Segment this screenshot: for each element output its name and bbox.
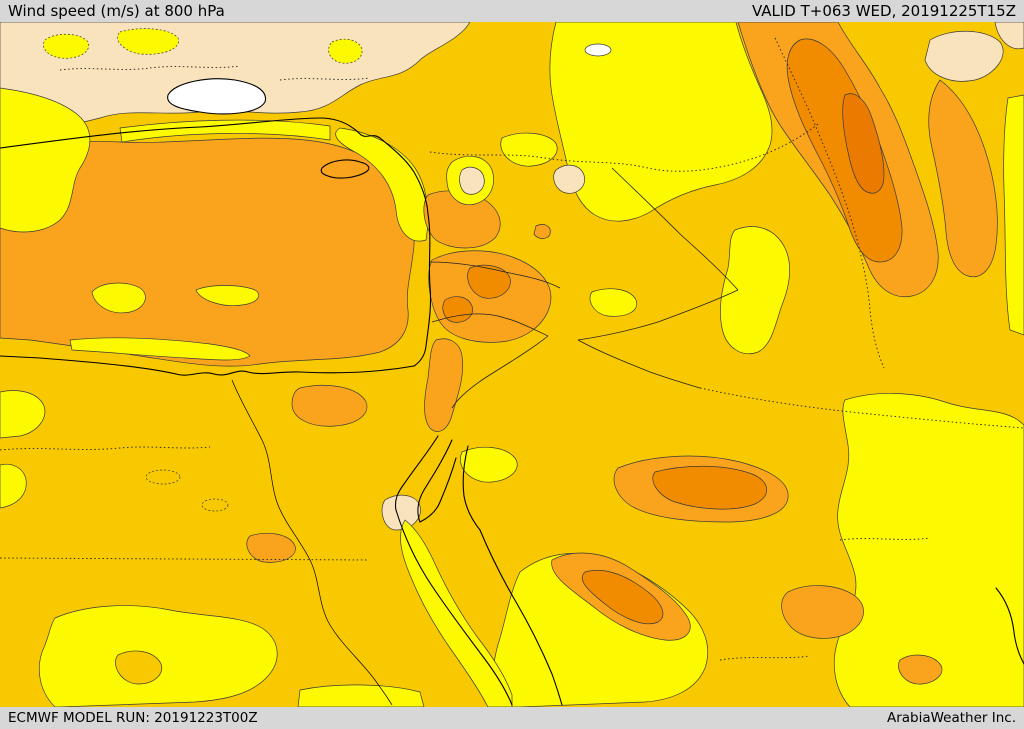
- country-border: [577, 339, 701, 389]
- wind-speed-fill-contours: [0, 22, 1024, 707]
- country-border: [699, 387, 1024, 429]
- title-bar: Wind speed (m/s) at 800 hPa VALID T+063 …: [0, 0, 1024, 22]
- wind-contour-region: [467, 264, 511, 299]
- country-border: [429, 123, 819, 172]
- coastline-egypt-north: [0, 355, 415, 376]
- country-borders: [0, 37, 1024, 661]
- wind-contour-region: [1003, 94, 1024, 336]
- country-border: [59, 65, 241, 71]
- wind-contour-region: [898, 654, 943, 685]
- wind-contour-region: [533, 224, 551, 239]
- coastline-levant: [413, 213, 432, 367]
- coastline-sinai-tip: [419, 457, 457, 523]
- country-border: [719, 655, 811, 661]
- coastline-cyprus: [320, 159, 370, 179]
- wind-contour-region: [117, 28, 179, 55]
- wind-contour-region: [0, 463, 27, 509]
- country-border: [429, 261, 561, 289]
- coastline-red-sea-west: [395, 509, 513, 706]
- wind-contour-region: [424, 338, 464, 432]
- wind-contour-region: [201, 498, 229, 512]
- country-border: [611, 167, 739, 291]
- wind-contour-region: [720, 226, 791, 354]
- wind-contour-region: [781, 585, 864, 639]
- attribution-label: ArabiaWeather Inc.: [886, 710, 1016, 726]
- coastline-suez-gulf-east: [417, 439, 453, 523]
- footer-bar: ECMWF MODEL RUN: 20191223T00Z ArabiaWeat…: [0, 707, 1024, 729]
- wind-contour-region: [115, 650, 162, 685]
- country-border: [0, 446, 211, 451]
- coastline-turkey-south: [0, 117, 429, 215]
- wind-contour-region: [400, 519, 513, 707]
- wind-contour-region: [91, 282, 146, 314]
- country-border: [839, 537, 931, 541]
- wind-contour-region: [459, 166, 485, 195]
- wind-contour-region: [928, 79, 998, 278]
- wind-contour-region: [335, 127, 429, 242]
- wind-contour-region: [581, 569, 664, 625]
- wind-contour-region: [0, 137, 415, 367]
- country-border: [577, 289, 739, 341]
- wind-contour-region: [119, 119, 331, 143]
- wind-contour-region: [786, 38, 903, 263]
- wind-contour-region: [589, 288, 638, 317]
- wind-contour-region: [549, 22, 773, 222]
- country-border: [279, 77, 371, 81]
- coastline-persian-gulf: [995, 587, 1024, 665]
- map-title: Wind speed (m/s) at 800 hPa: [8, 2, 225, 20]
- wind-contour-region: [291, 384, 368, 427]
- wind-contour-region: [246, 532, 296, 563]
- wind-contour-region: [924, 30, 1004, 82]
- coastline-suez-gulf-west: [394, 435, 439, 511]
- wind-contour-region: [195, 285, 259, 306]
- wind-contour-region: [442, 296, 473, 323]
- model-run-label: ECMWF MODEL RUN: 20191223T00Z: [8, 710, 258, 726]
- wind-contour-region: [69, 337, 251, 361]
- wind-contour-region: [994, 22, 1024, 50]
- valid-time-label: VALID T+063 WED, 20191225T15Z: [751, 2, 1016, 20]
- wind-contour-region: [652, 465, 767, 510]
- rivers: [231, 379, 393, 706]
- black-sea: [167, 78, 267, 115]
- wind-contour-region: [145, 469, 181, 485]
- wind-contour-region: [43, 33, 90, 59]
- wind-contour-region: [0, 390, 46, 439]
- nile-river: [231, 379, 393, 706]
- wind-contour-region: [460, 446, 518, 483]
- wind-contour-region: [39, 605, 278, 707]
- lake: [584, 43, 612, 57]
- wind-contour-region: [553, 164, 585, 194]
- wind-contour-region: [500, 132, 558, 167]
- wind-speed-map-canvas: [0, 22, 1024, 707]
- coastline-aqaba-gulf-east: [462, 445, 481, 531]
- coastline-red-sea-east: [479, 529, 563, 706]
- wind-contour-region: [0, 87, 91, 233]
- wind-contour-region: [842, 93, 885, 194]
- wind-contour-region: [328, 38, 363, 64]
- country-border: [431, 313, 549, 337]
- coastlines: [0, 117, 1024, 706]
- wind-contour-region: [381, 494, 421, 531]
- map-area: [0, 22, 1024, 707]
- country-border: [451, 335, 549, 409]
